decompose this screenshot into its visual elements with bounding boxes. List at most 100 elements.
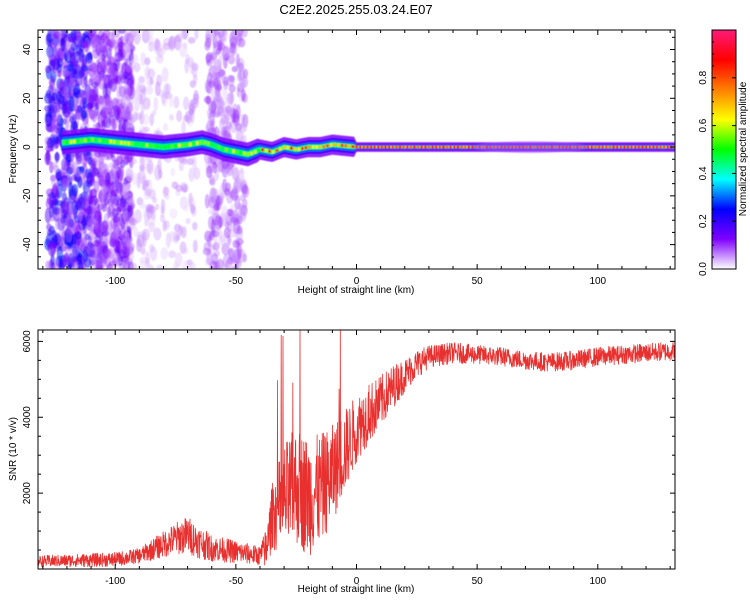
noise-blob [151, 110, 157, 116]
noise-blob [123, 211, 130, 225]
noise-blob [153, 227, 162, 241]
ridge-cell [406, 145, 409, 149]
noise-blob [59, 117, 64, 127]
noise-blob [111, 118, 117, 131]
noise-blob [88, 189, 93, 205]
noise-blob [181, 158, 188, 165]
noise-blob [239, 167, 245, 174]
noise-blob [143, 186, 152, 200]
noise-blob [211, 97, 219, 109]
noise-blob [169, 94, 174, 108]
noise-blob [153, 96, 159, 112]
ridge-cell [152, 144, 156, 148]
noise-blob [63, 84, 69, 100]
colorbar-tick-label: 0.6 [698, 118, 709, 132]
noise-blob [89, 76, 95, 83]
ridge-cell [612, 145, 615, 149]
ridge-cell [377, 145, 380, 149]
noise-blob [133, 88, 141, 101]
noise-blob [204, 230, 213, 243]
ridge-cell [225, 148, 228, 152]
ridge-cell [644, 145, 648, 149]
noise-blob [145, 179, 150, 187]
noise-blob [118, 202, 123, 213]
noise-blob [69, 111, 75, 125]
noise-blob [65, 115, 70, 131]
noise-blob [228, 247, 236, 262]
noise-blob [112, 216, 120, 223]
noise-blob [71, 121, 77, 130]
ridge-cell [174, 144, 177, 148]
ridge-cell [188, 142, 192, 146]
noise-blob [140, 102, 145, 113]
ridge-cell [344, 144, 347, 148]
noise-blob [183, 204, 189, 212]
snr-panel: -100 -50 0 50 100 2000 4000 6000 Height of stra… [8, 329, 676, 595]
ridge-cell [203, 140, 206, 145]
noise-blob [222, 30, 227, 37]
noise-blob [61, 177, 70, 190]
noise-blob [72, 220, 80, 236]
noise-blob [61, 68, 70, 78]
noise-blob [56, 245, 64, 261]
noise-blob [169, 114, 174, 121]
noise-blob [186, 158, 195, 165]
colorbar: 0.0 0.2 0.4 0.6 0.8 Normalized spectral ampl… [698, 29, 749, 276]
ridge-cell [659, 145, 662, 149]
noise-blob [218, 237, 227, 246]
noise-blob [181, 120, 186, 136]
noise-blob [236, 33, 243, 42]
noise-blob [214, 84, 223, 91]
noise-blob [45, 149, 51, 165]
colorbar-ticks: 0.0 0.2 0.4 0.6 0.8 [698, 41, 736, 276]
ridge-cell [666, 145, 670, 149]
ridge-cell [626, 145, 630, 149]
noise-blob [204, 194, 210, 209]
ridge-cell [358, 145, 362, 149]
ridge-cell [330, 143, 333, 147]
ridge-cell [232, 149, 235, 153]
snr-ytick-label: 6000 [22, 330, 33, 353]
noise-blob [61, 192, 67, 202]
noise-blob [142, 113, 150, 126]
noise-blob [53, 261, 59, 269]
spectrogram-cells [44, 30, 675, 269]
ridge-cell [373, 145, 376, 149]
noise-blob [222, 85, 228, 100]
ridge-cell [138, 142, 141, 147]
noise-blob [125, 64, 132, 73]
noise-blob [160, 247, 169, 260]
noise-blob [77, 208, 84, 222]
noise-blob [156, 264, 165, 269]
noise-blob [66, 64, 74, 72]
noise-blob [144, 57, 151, 66]
ridge-cell [608, 145, 612, 149]
noise-blob [57, 207, 64, 219]
noise-blob [138, 75, 146, 85]
noise-blob [86, 179, 93, 188]
noise-blob [210, 120, 215, 133]
noise-blob [223, 124, 232, 131]
noise-blob [227, 208, 234, 217]
noise-blob [101, 230, 110, 237]
noise-blob [48, 259, 54, 269]
noise-blob [62, 245, 70, 252]
noise-blob [53, 141, 59, 150]
noise-blob [102, 84, 108, 100]
ridge-cell [214, 144, 217, 148]
ridge-cell [662, 145, 666, 149]
noise-blob [123, 231, 130, 248]
ridge-cell [601, 145, 604, 149]
noise-blob [139, 203, 147, 210]
ridge-cell [366, 145, 369, 149]
noise-blob [158, 169, 163, 179]
noise-blob [221, 242, 230, 256]
noise-blob [122, 257, 128, 269]
ridge-cell [413, 145, 416, 149]
noise-blob [47, 137, 53, 152]
noise-blob [99, 195, 105, 211]
noise-blob [213, 111, 221, 118]
ridge-cell [387, 145, 391, 149]
ridge-cell [605, 145, 608, 149]
noise-blob [46, 229, 54, 236]
